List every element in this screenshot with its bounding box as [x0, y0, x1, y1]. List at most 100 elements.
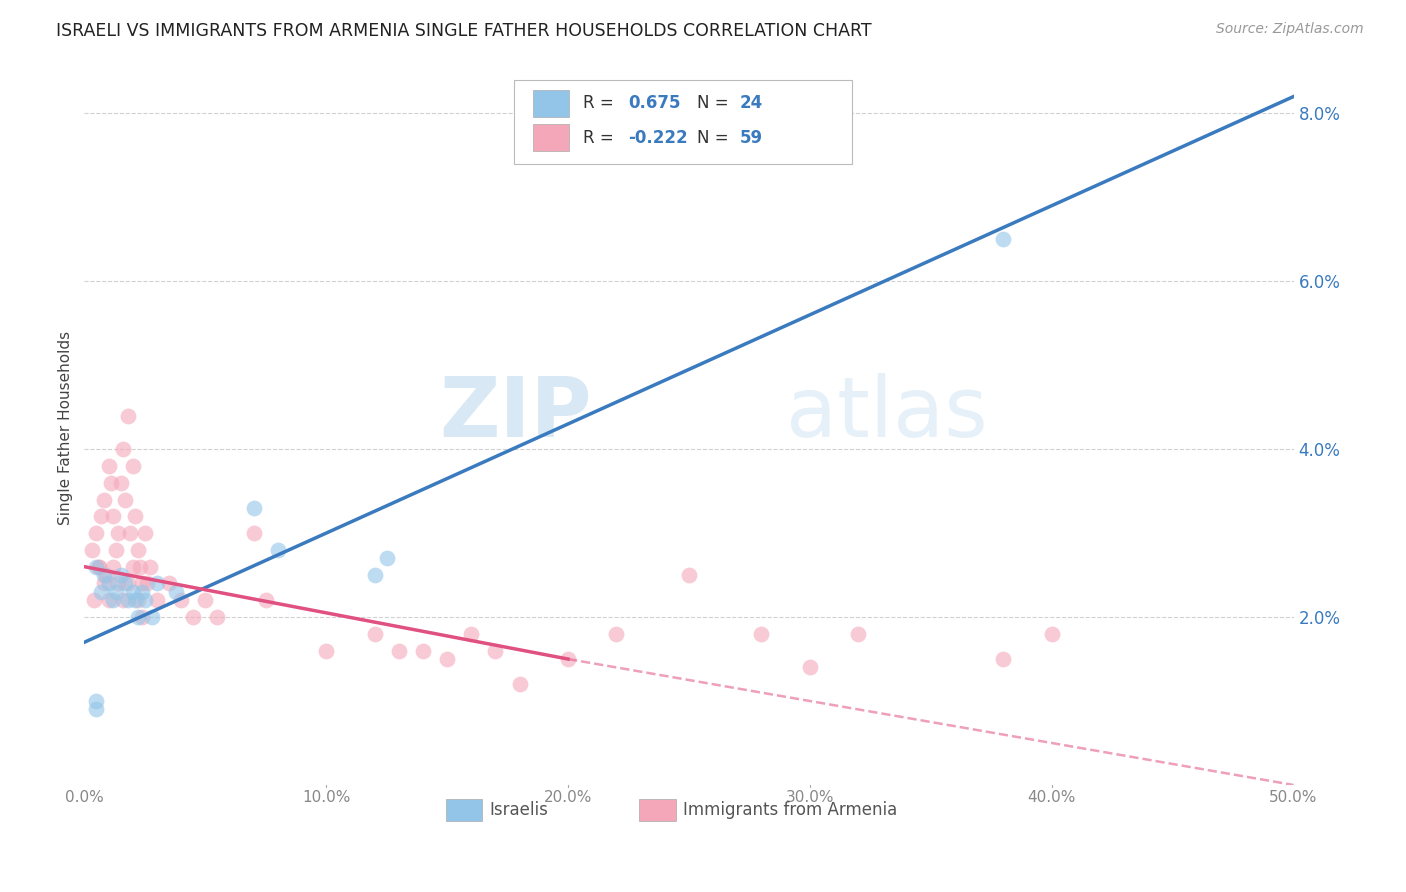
FancyBboxPatch shape — [513, 80, 852, 164]
Point — [117, 576, 139, 591]
Point — [112, 593, 135, 607]
Text: 24: 24 — [740, 95, 763, 112]
Text: Israelis: Israelis — [489, 801, 548, 819]
Point — [751, 627, 773, 641]
Point — [93, 576, 115, 591]
Point — [107, 576, 129, 591]
Point — [412, 643, 434, 657]
Point — [509, 677, 531, 691]
Text: -0.222: -0.222 — [628, 128, 688, 146]
Point — [127, 542, 149, 557]
Point — [1040, 627, 1063, 641]
Point — [93, 492, 115, 507]
Point — [121, 585, 143, 599]
FancyBboxPatch shape — [446, 798, 482, 822]
Point — [87, 559, 110, 574]
Point — [375, 551, 398, 566]
Point — [131, 585, 153, 599]
Point — [993, 652, 1015, 666]
Point — [799, 660, 821, 674]
Text: N =: N = — [697, 95, 734, 112]
Point — [131, 610, 153, 624]
FancyBboxPatch shape — [533, 90, 569, 117]
Point — [110, 475, 132, 490]
Point — [110, 568, 132, 582]
Point — [103, 509, 125, 524]
Text: R =: R = — [582, 128, 619, 146]
Point — [134, 526, 156, 541]
Point — [267, 542, 290, 557]
Point — [117, 593, 139, 607]
Point — [181, 610, 204, 624]
Point — [436, 652, 458, 666]
Point — [121, 559, 143, 574]
Point — [678, 568, 700, 582]
Text: Immigrants from Armenia: Immigrants from Armenia — [683, 801, 897, 819]
Point — [254, 593, 277, 607]
Point — [846, 627, 869, 641]
Point — [127, 610, 149, 624]
Point — [165, 585, 187, 599]
Point — [97, 576, 120, 591]
Point — [484, 643, 506, 657]
Point — [363, 568, 385, 582]
Point — [124, 509, 146, 524]
Point — [121, 458, 143, 473]
Point — [112, 442, 135, 457]
Point — [170, 593, 193, 607]
FancyBboxPatch shape — [640, 798, 676, 822]
Point — [86, 702, 108, 716]
Point — [103, 559, 125, 574]
Text: 0.675: 0.675 — [628, 95, 681, 112]
Point — [94, 568, 117, 582]
Point — [141, 610, 163, 624]
Point — [315, 643, 337, 657]
Text: Source: ZipAtlas.com: Source: ZipAtlas.com — [1216, 22, 1364, 37]
Point — [363, 627, 385, 641]
Point — [557, 652, 579, 666]
Text: R =: R = — [582, 95, 619, 112]
Point — [127, 593, 149, 607]
Point — [90, 509, 112, 524]
Point — [134, 593, 156, 607]
Text: N =: N = — [697, 128, 734, 146]
Point — [129, 559, 152, 574]
Point — [207, 610, 229, 624]
Point — [93, 568, 115, 582]
Point — [388, 643, 411, 657]
Point — [83, 593, 105, 607]
Point — [242, 500, 264, 515]
Point — [157, 576, 180, 591]
Point — [146, 593, 169, 607]
Point — [103, 593, 125, 607]
Point — [90, 585, 112, 599]
Text: atlas: atlas — [786, 374, 987, 454]
Point — [120, 526, 142, 541]
Point — [104, 542, 127, 557]
Point — [104, 585, 127, 599]
Point — [97, 458, 120, 473]
Text: ZIP: ZIP — [440, 374, 592, 454]
Text: ISRAELI VS IMMIGRANTS FROM ARMENIA SINGLE FATHER HOUSEHOLDS CORRELATION CHART: ISRAELI VS IMMIGRANTS FROM ARMENIA SINGL… — [56, 22, 872, 40]
Point — [194, 593, 217, 607]
Point — [117, 409, 139, 423]
Point — [460, 627, 482, 641]
Point — [87, 559, 110, 574]
Point — [114, 492, 136, 507]
Point — [100, 475, 122, 490]
Point — [242, 526, 264, 541]
FancyBboxPatch shape — [533, 124, 569, 152]
Point — [136, 576, 159, 591]
Text: 59: 59 — [740, 128, 763, 146]
Point — [605, 627, 627, 641]
Point — [97, 593, 120, 607]
Point — [80, 542, 103, 557]
Point — [138, 559, 160, 574]
Point — [86, 526, 108, 541]
Point — [131, 576, 153, 591]
Point — [114, 576, 136, 591]
Point — [86, 559, 108, 574]
Point — [146, 576, 169, 591]
Y-axis label: Single Father Households: Single Father Households — [58, 331, 73, 525]
Point — [86, 694, 108, 708]
